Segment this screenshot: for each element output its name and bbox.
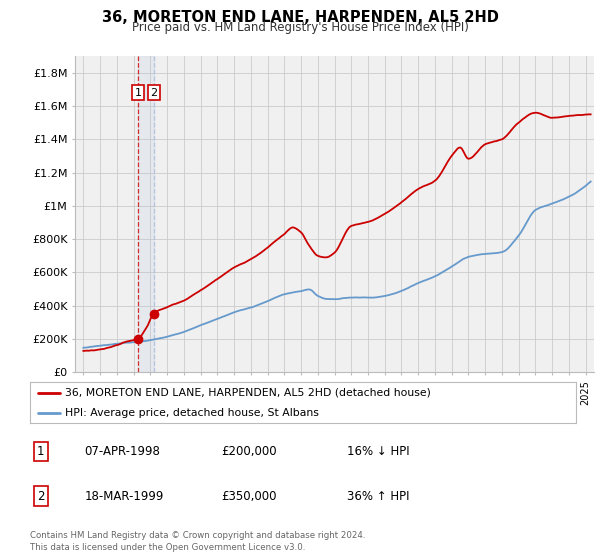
Text: HPI: Average price, detached house, St Albans: HPI: Average price, detached house, St A…: [65, 408, 319, 418]
Text: 1: 1: [37, 445, 44, 458]
Text: 36, MORETON END LANE, HARPENDEN, AL5 2HD (detached house): 36, MORETON END LANE, HARPENDEN, AL5 2HD…: [65, 388, 431, 398]
Bar: [138, 56, 154, 372]
Text: Contains HM Land Registry data © Crown copyright and database right 2024.: Contains HM Land Registry data © Crown c…: [30, 531, 365, 540]
Text: This data is licensed under the Open Government Licence v3.0.: This data is licensed under the Open Gov…: [30, 543, 305, 552]
Text: 2: 2: [150, 87, 157, 97]
Text: 18-MAR-1999: 18-MAR-1999: [85, 489, 164, 503]
Text: 07-APR-1998: 07-APR-1998: [85, 445, 160, 458]
Text: £200,000: £200,000: [221, 445, 277, 458]
Text: 16% ↓ HPI: 16% ↓ HPI: [347, 445, 409, 458]
Text: 1: 1: [134, 87, 142, 97]
Text: 2: 2: [37, 489, 44, 503]
Text: £350,000: £350,000: [221, 489, 277, 503]
Text: 36% ↑ HPI: 36% ↑ HPI: [347, 489, 409, 503]
Text: Price paid vs. HM Land Registry's House Price Index (HPI): Price paid vs. HM Land Registry's House …: [131, 21, 469, 34]
Text: 36, MORETON END LANE, HARPENDEN, AL5 2HD: 36, MORETON END LANE, HARPENDEN, AL5 2HD: [101, 10, 499, 25]
